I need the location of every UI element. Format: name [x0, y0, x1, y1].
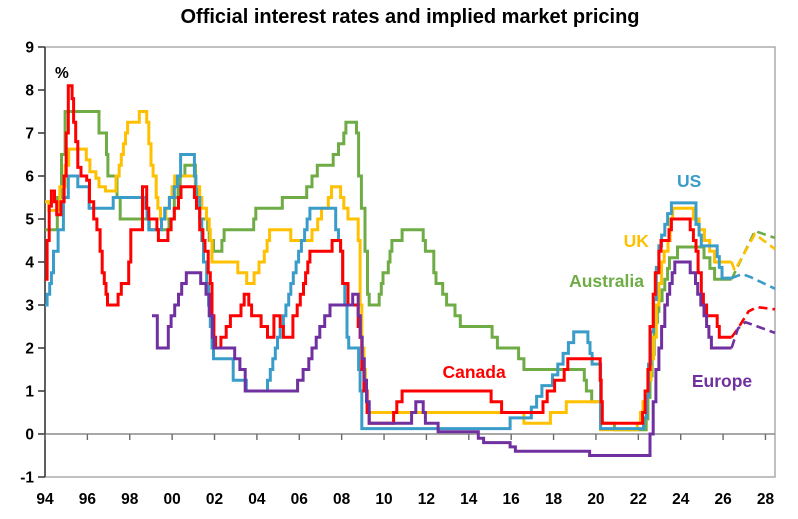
x-axis-tick-label: 08	[333, 491, 351, 508]
y-axis-tick-label: 1	[25, 384, 34, 401]
x-axis-tick-label: 20	[587, 491, 604, 508]
x-axis-tick-label: 94	[36, 491, 54, 508]
x-axis-tick-label: 28	[757, 491, 775, 508]
series-canada-label: Canada	[442, 362, 505, 382]
x-axis-tick-label: 00	[164, 491, 181, 508]
x-axis-tick-label: 98	[121, 491, 139, 508]
series-europe-dashed-line	[730, 320, 776, 349]
x-axis-tick-label: 26	[714, 491, 732, 508]
series-canada-dashed-line	[730, 305, 776, 339]
y-axis-tick-label: 3	[25, 298, 34, 315]
y-axis-tick-label: 2	[25, 341, 34, 358]
x-axis-tick-label: 02	[206, 491, 223, 508]
x-axis-tick-label: 24	[672, 491, 690, 508]
series-europe-solid-line	[152, 260, 732, 457]
series-australia-label: Australia	[569, 271, 644, 291]
series-europe-label: Europe	[692, 371, 753, 391]
x-axis-tick-label: 04	[248, 491, 266, 508]
y-axis-tick-label: 6	[25, 169, 34, 186]
y-axis-tick-label: 9	[25, 40, 34, 57]
y-axis-tick-label: 5	[25, 212, 34, 229]
x-axis-tick-label: 16	[503, 491, 521, 508]
series-uk-dashed-line	[730, 232, 776, 274]
x-axis-tick-label: 10	[375, 491, 392, 508]
y-axis-tick-label: 0	[25, 427, 34, 444]
y-axis-tick-label: 7	[25, 126, 34, 143]
x-axis-tick-label: 18	[545, 491, 563, 508]
x-axis-tick-label: 14	[460, 491, 478, 508]
series-us-dashed-line	[731, 272, 776, 290]
y-axis-tick-label: 8	[25, 83, 34, 100]
x-axis-tick-label: 22	[630, 491, 647, 508]
series-uk-label: UK	[624, 231, 650, 251]
series-uk-solid-line	[45, 110, 732, 432]
chart-title: Official interest rates and implied mark…	[180, 6, 640, 28]
x-axis-tick-label: 12	[418, 491, 435, 508]
x-axis-tick-label: 96	[79, 491, 97, 508]
y-axis-unit-label: %	[55, 65, 69, 82]
series-us-label: US	[677, 171, 701, 191]
x-axis-tick-label: 06	[291, 491, 309, 508]
series-canada-solid-line	[45, 84, 732, 425]
y-axis-tick-label: 4	[25, 255, 34, 272]
y-axis-tick-label: -1	[20, 470, 34, 487]
